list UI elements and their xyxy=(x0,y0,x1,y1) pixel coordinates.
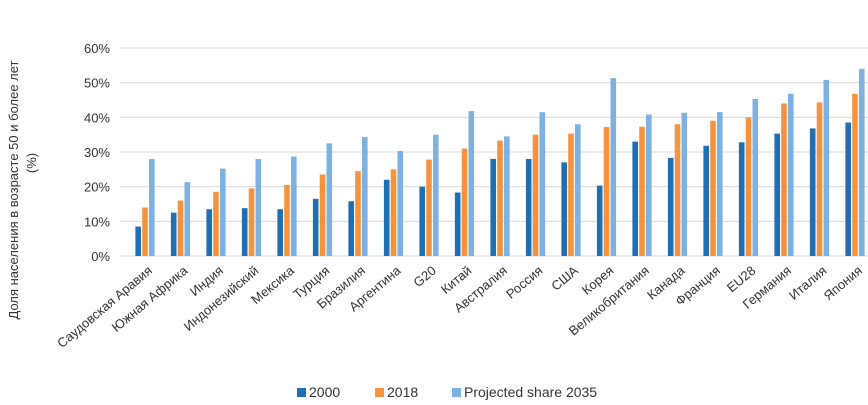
bar-2018 xyxy=(710,120,716,256)
bar-2000 xyxy=(738,142,745,256)
bar-projected-share-2035 xyxy=(326,143,333,256)
bar-2018 xyxy=(426,159,432,256)
bar-2000 xyxy=(703,145,709,256)
bar-2018 xyxy=(248,188,255,256)
bar-projected-share-2035 xyxy=(362,137,368,256)
bar-2000 xyxy=(135,226,141,256)
bar-2000 xyxy=(241,208,248,256)
bar-2000 xyxy=(348,201,354,256)
legend: 2000 2018 Projected share 2035 xyxy=(297,384,597,400)
bar-projected-share-2035 xyxy=(433,134,439,256)
bar-2018 xyxy=(355,171,361,256)
bar-projected-share-2035 xyxy=(468,111,475,257)
bar-2018 xyxy=(674,124,681,257)
bar-projected-share-2035 xyxy=(397,150,404,256)
bar-2018 xyxy=(532,134,539,256)
bar-projected-share-2035 xyxy=(149,158,155,256)
bar-projected-share-2035 xyxy=(184,182,191,256)
y-tick-label: 50% xyxy=(84,76,110,91)
y-axis-title-line1: Доля населения в возрасте 50 и более лет xyxy=(6,60,21,319)
bar-2000 xyxy=(312,198,319,256)
bar-2000 xyxy=(419,186,425,256)
bar-projected-share-2035 xyxy=(788,93,794,256)
bar-2018 xyxy=(745,117,752,256)
bar-projected-share-2035 xyxy=(220,168,226,256)
bar-projected-share-2035 xyxy=(575,124,581,257)
bar-2000 xyxy=(170,212,177,256)
bar-2018 xyxy=(284,184,290,256)
y-tick-label: 30% xyxy=(84,145,110,160)
legend-swatch xyxy=(375,388,384,397)
bar-2000 xyxy=(383,179,390,256)
bar-2018 xyxy=(816,102,823,256)
bar-projected-share-2035 xyxy=(717,112,723,256)
bar-2018 xyxy=(568,133,574,256)
legend-swatch xyxy=(297,388,306,397)
bar-2018 xyxy=(213,191,219,256)
bar-2018 xyxy=(142,207,148,256)
legend-item: 2018 xyxy=(375,384,418,400)
x-tick-label: Япония xyxy=(821,263,865,304)
bar-projected-share-2035 xyxy=(539,112,546,256)
bar-2000 xyxy=(774,133,780,256)
x-tick-label: Италия xyxy=(786,263,830,303)
bar-2000 xyxy=(596,185,603,256)
x-tick-label: G20 xyxy=(410,263,438,290)
y-tick-label: 40% xyxy=(84,110,110,125)
bar-2000 xyxy=(845,122,851,257)
bar-projected-share-2035 xyxy=(610,78,617,256)
bar-2018 xyxy=(852,93,858,256)
bar-projected-share-2035 xyxy=(646,114,652,256)
bar-projected-share-2035 xyxy=(681,112,688,257)
y-tick-label: 10% xyxy=(84,214,110,229)
bar-projected-share-2035 xyxy=(823,79,830,256)
bars xyxy=(135,68,865,257)
legend-label: Projected share 2035 xyxy=(464,384,597,400)
bar-2000 xyxy=(277,209,283,256)
y-axis-title-line2: (%) xyxy=(24,153,39,173)
bar-projected-share-2035 xyxy=(255,158,262,256)
y-tick-label: 0% xyxy=(91,249,110,264)
bar-projected-share-2035 xyxy=(859,68,865,256)
bar-2000 xyxy=(632,141,638,256)
bar-2000 xyxy=(525,158,532,256)
bar-2018 xyxy=(177,200,184,256)
legend-item: Projected share 2035 xyxy=(452,384,597,400)
y-tick-label: 20% xyxy=(84,180,110,195)
bar-2018 xyxy=(319,174,326,256)
y-axis-ticks: 0% 10% 20% 30% 40% 50% 60% xyxy=(84,41,110,264)
bar-2018 xyxy=(390,169,397,256)
bar-2000 xyxy=(490,158,496,256)
legend-item: 2000 xyxy=(297,384,340,400)
bar-2018 xyxy=(603,127,610,256)
legend-label: 2000 xyxy=(309,384,340,400)
bar-2000 xyxy=(809,128,816,256)
y-axis-title: Доля населения в возрасте 50 и более лет… xyxy=(6,60,39,319)
bar-2018 xyxy=(639,126,645,257)
legend-swatch xyxy=(452,388,461,397)
bar-projected-share-2035 xyxy=(752,98,759,257)
bar-2018 xyxy=(461,148,468,256)
y-tick-label: 60% xyxy=(84,41,110,56)
bar-2018 xyxy=(781,103,787,256)
bar-projected-share-2035 xyxy=(504,136,510,256)
x-tick-label: США xyxy=(548,263,581,294)
bar-projected-share-2035 xyxy=(291,156,297,256)
bar-2000 xyxy=(454,192,461,256)
bar-2000 xyxy=(206,209,212,256)
bar-2018 xyxy=(497,140,503,256)
legend-label: 2018 xyxy=(387,384,418,400)
bar-2000 xyxy=(561,162,567,256)
bar-2000 xyxy=(667,157,674,256)
x-tick-label: Россия xyxy=(503,263,545,302)
